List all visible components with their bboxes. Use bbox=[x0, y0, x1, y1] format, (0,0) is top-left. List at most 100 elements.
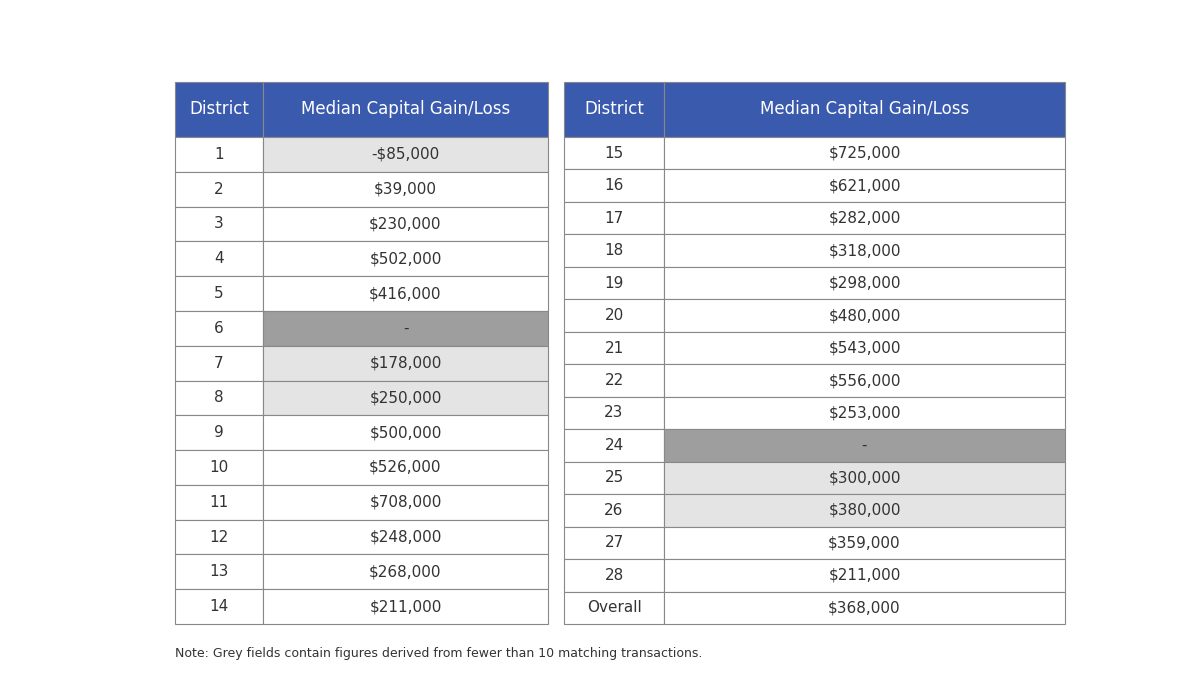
Bar bbox=[263, 450, 548, 485]
Bar bbox=[664, 527, 1066, 559]
Bar bbox=[263, 415, 548, 450]
Text: 23: 23 bbox=[605, 406, 624, 421]
Text: District: District bbox=[190, 100, 248, 119]
Text: 21: 21 bbox=[605, 340, 624, 355]
Bar bbox=[664, 364, 1066, 397]
Bar bbox=[263, 311, 548, 346]
Text: 9: 9 bbox=[214, 425, 224, 440]
Bar bbox=[564, 299, 664, 332]
Text: $480,000: $480,000 bbox=[828, 308, 901, 323]
Text: $211,000: $211,000 bbox=[828, 568, 901, 583]
Bar bbox=[263, 485, 548, 520]
Bar bbox=[175, 207, 263, 241]
Text: -$85,000: -$85,000 bbox=[371, 147, 439, 162]
Text: 14: 14 bbox=[209, 599, 229, 614]
Bar bbox=[263, 276, 548, 311]
Bar bbox=[664, 429, 1066, 462]
Bar bbox=[175, 82, 263, 137]
Bar bbox=[175, 520, 263, 554]
Text: Note: Grey fields contain figures derived from fewer than 10 matching transactio: Note: Grey fields contain figures derive… bbox=[175, 647, 702, 660]
Text: $211,000: $211,000 bbox=[370, 599, 442, 614]
Bar bbox=[175, 137, 263, 172]
Bar bbox=[564, 559, 664, 591]
Bar bbox=[175, 172, 263, 207]
Text: $300,000: $300,000 bbox=[828, 471, 901, 486]
Bar bbox=[263, 207, 548, 241]
Bar bbox=[564, 82, 664, 137]
Bar bbox=[263, 241, 548, 276]
Text: $368,000: $368,000 bbox=[828, 600, 901, 615]
Text: $282,000: $282,000 bbox=[828, 211, 901, 226]
Text: $268,000: $268,000 bbox=[370, 564, 442, 579]
Bar bbox=[263, 520, 548, 554]
Bar bbox=[564, 364, 664, 397]
Text: 8: 8 bbox=[214, 390, 224, 405]
Text: $230,000: $230,000 bbox=[370, 216, 442, 231]
Bar bbox=[564, 202, 664, 235]
Bar bbox=[564, 527, 664, 559]
Bar bbox=[175, 276, 263, 311]
Bar bbox=[263, 589, 548, 624]
Text: 28: 28 bbox=[605, 568, 624, 583]
Text: $298,000: $298,000 bbox=[828, 276, 901, 291]
Text: $500,000: $500,000 bbox=[370, 425, 442, 440]
Text: $248,000: $248,000 bbox=[370, 529, 442, 544]
Text: 20: 20 bbox=[605, 308, 624, 323]
Bar bbox=[175, 589, 263, 624]
Text: 26: 26 bbox=[605, 503, 624, 518]
Bar bbox=[664, 332, 1066, 364]
Text: 17: 17 bbox=[605, 211, 624, 226]
Bar bbox=[664, 169, 1066, 202]
Bar bbox=[564, 169, 664, 202]
Bar bbox=[175, 346, 263, 381]
Text: Median Capital Gain/Loss: Median Capital Gain/Loss bbox=[301, 100, 510, 119]
Bar bbox=[263, 554, 548, 589]
Bar bbox=[564, 462, 664, 494]
Text: $526,000: $526,000 bbox=[370, 460, 442, 475]
Text: 18: 18 bbox=[605, 243, 624, 258]
Bar bbox=[175, 554, 263, 589]
Bar bbox=[175, 381, 263, 415]
Bar bbox=[664, 559, 1066, 591]
Bar bbox=[175, 450, 263, 485]
Bar bbox=[175, 311, 263, 346]
Bar bbox=[175, 415, 263, 450]
Text: 6: 6 bbox=[214, 321, 224, 336]
Text: Median Capital Gain/Loss: Median Capital Gain/Loss bbox=[760, 100, 970, 119]
Text: $318,000: $318,000 bbox=[828, 243, 901, 258]
Text: $39,000: $39,000 bbox=[374, 181, 437, 196]
Text: 13: 13 bbox=[209, 564, 229, 579]
Text: 10: 10 bbox=[209, 460, 229, 475]
Bar bbox=[664, 137, 1066, 169]
Text: 4: 4 bbox=[214, 251, 224, 266]
Text: 1: 1 bbox=[214, 147, 224, 162]
Text: $380,000: $380,000 bbox=[828, 503, 901, 518]
Text: -: - bbox=[403, 321, 408, 336]
Text: $178,000: $178,000 bbox=[370, 355, 442, 370]
Text: $708,000: $708,000 bbox=[370, 494, 442, 509]
Text: $725,000: $725,000 bbox=[828, 146, 901, 161]
Text: District: District bbox=[584, 100, 644, 119]
Text: $502,000: $502,000 bbox=[370, 251, 442, 266]
Text: 27: 27 bbox=[605, 535, 624, 550]
Text: $250,000: $250,000 bbox=[370, 390, 442, 405]
Text: -: - bbox=[862, 438, 868, 453]
Bar bbox=[664, 397, 1066, 429]
Text: 25: 25 bbox=[605, 471, 624, 486]
Bar bbox=[664, 82, 1066, 137]
Text: 15: 15 bbox=[605, 146, 624, 161]
Text: $543,000: $543,000 bbox=[828, 340, 901, 355]
Text: 11: 11 bbox=[209, 494, 229, 509]
Bar bbox=[263, 172, 548, 207]
Bar bbox=[664, 462, 1066, 494]
Text: $359,000: $359,000 bbox=[828, 535, 901, 550]
Bar bbox=[263, 137, 548, 172]
Text: 3: 3 bbox=[214, 216, 224, 231]
Text: 7: 7 bbox=[214, 355, 224, 370]
Bar bbox=[564, 332, 664, 364]
Bar bbox=[564, 494, 664, 527]
Text: 16: 16 bbox=[605, 178, 624, 193]
Text: 19: 19 bbox=[605, 276, 624, 291]
Text: 5: 5 bbox=[214, 286, 224, 301]
Bar bbox=[664, 494, 1066, 527]
